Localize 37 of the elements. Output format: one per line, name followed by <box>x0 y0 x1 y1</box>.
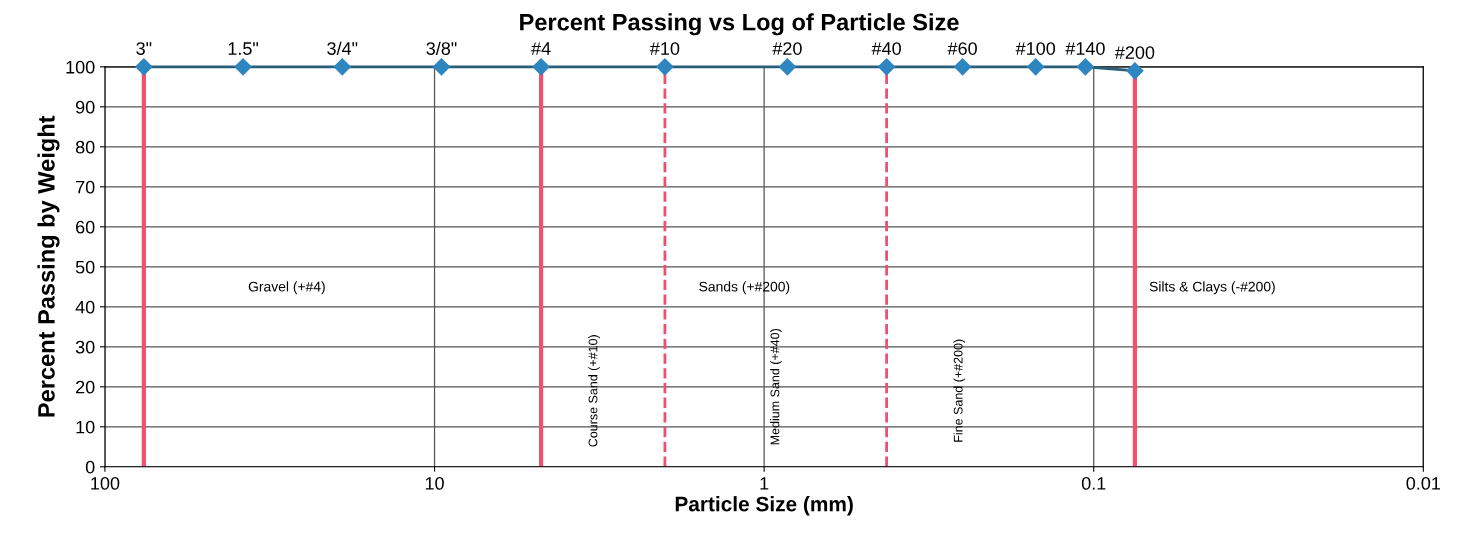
y-tick-label: 20 <box>76 380 95 394</box>
annotation: #4 <box>531 42 551 55</box>
annotation: Silts & Clays (-#200) <box>1149 281 1275 295</box>
annotation: 3/8" <box>426 41 457 55</box>
y-tick-label: 100 <box>66 60 95 74</box>
y-tick-label: 70 <box>76 180 95 194</box>
annotation: Medium Sand (+#40) <box>770 329 782 445</box>
x-tick-label: 0.1 <box>1081 476 1106 490</box>
annotation: #200 <box>1114 46 1155 59</box>
annotation: #40 <box>871 42 901 55</box>
annotation: #10 <box>649 42 680 55</box>
x-tick-label: 100 <box>91 476 120 490</box>
annotation: 1.5" <box>228 42 259 55</box>
y-tick-label: 30 <box>75 340 95 354</box>
annotation: Sands (+#200) <box>699 281 790 295</box>
x-axis-title: Particle Size (mm) <box>675 496 853 516</box>
x-tick-label: 1 <box>760 477 769 490</box>
annotation: Fine Sand (+#200) <box>953 339 966 442</box>
annotation: #100 <box>1015 42 1056 55</box>
annotation: 3/4" <box>327 41 358 55</box>
y-tick-label: 50 <box>75 260 95 274</box>
annotation: 3" <box>136 42 152 55</box>
y-tick-label: 40 <box>75 300 95 314</box>
y-tick-label: 90 <box>75 100 95 114</box>
y-tick-label: 60 <box>76 220 95 234</box>
annotation: Course Sand (+#10) <box>588 335 600 447</box>
y-tick-label: 10 <box>76 420 95 434</box>
y-axis-title: Percent Passing by Weight <box>37 115 60 417</box>
y-tick-label: 80 <box>75 140 95 154</box>
chart-title: Percent Passing vs Log of Particle Size <box>520 13 959 36</box>
annotation: #20 <box>772 42 802 55</box>
annotation: #140 <box>1065 42 1105 55</box>
annotation: Gravel (+#4) <box>248 281 325 295</box>
annotation: #60 <box>947 42 977 55</box>
x-tick-label: 10 <box>425 476 444 490</box>
y-tick-label: 0 <box>85 460 95 474</box>
x-tick-label: 0.01 <box>1406 476 1441 490</box>
